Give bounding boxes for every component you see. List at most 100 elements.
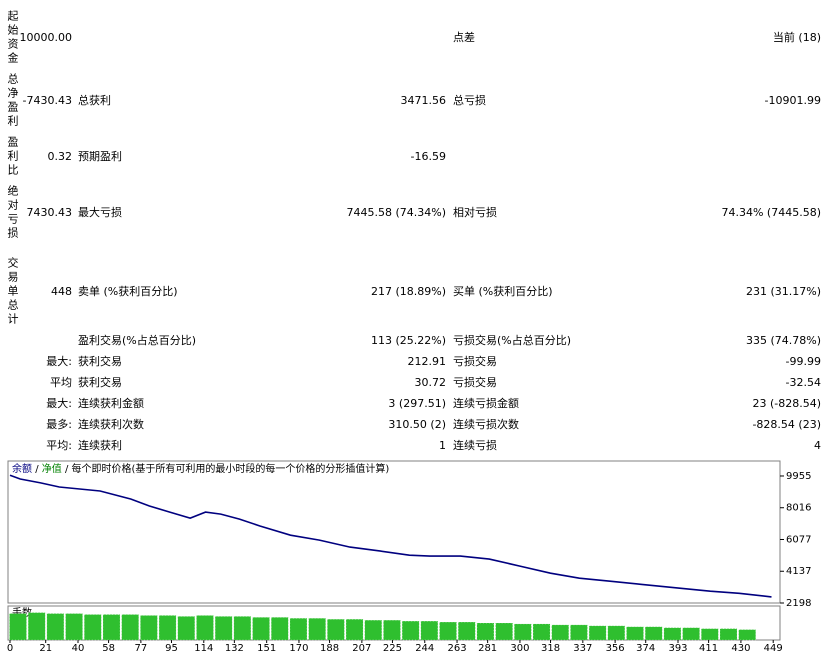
volume-bar <box>252 617 270 641</box>
legend-entry: 每个即时价格(基于所有可利用的最小时段的每一个价格的分形插值计算) <box>72 462 390 475</box>
volume-bar <box>177 616 195 641</box>
x-tick-label: 411 <box>699 643 718 654</box>
row-prefix: 平均: <box>46 439 72 452</box>
volume-bar <box>102 614 121 641</box>
row-prefix: 最多: <box>46 418 72 431</box>
volume-bar <box>532 623 551 641</box>
volume-bar <box>271 617 289 641</box>
legend-entry: 净值 <box>42 462 62 475</box>
volume-bar <box>214 616 233 641</box>
row-value: 217 (18.89%) <box>370 285 446 298</box>
row-label: 相对亏损 <box>453 206 497 219</box>
volume-bar <box>289 618 308 641</box>
section-value: 7430.43 <box>26 206 73 219</box>
row-label: 亏损交易 <box>453 355 497 368</box>
volume-bar <box>588 625 607 641</box>
row-value: 335 (74.78%) <box>745 334 821 347</box>
row-value: 74.34% (7445.58) <box>721 206 821 219</box>
volume-bar <box>233 616 252 641</box>
x-tick-label: 170 <box>289 643 308 654</box>
balance-chart: 9955 8016 6077 4137 2198 0 21 40 58 77 95 114 132 151… <box>7 460 811 654</box>
x-tick-label: 0 <box>7 643 13 654</box>
section-value: 448 <box>51 285 72 298</box>
volume-bar <box>121 614 139 641</box>
x-tick-label: 300 <box>510 643 529 654</box>
row-prefix: 最大: <box>46 397 72 410</box>
row-label: 连续亏损次数 <box>453 418 519 431</box>
row-value: -32.54 <box>785 376 821 389</box>
volume-bar <box>84 614 102 641</box>
x-tick-label: 430 <box>731 643 750 654</box>
volume-bar <box>308 618 326 641</box>
x-tick-label: 77 <box>135 643 148 654</box>
legend-entry: 余额 <box>12 462 32 475</box>
volume-bar <box>27 612 46 641</box>
row-value: 23 (-828.54) <box>752 397 821 410</box>
volume-bar <box>420 620 439 641</box>
volume-bar <box>607 625 626 641</box>
volume-bar <box>682 627 700 641</box>
volume-bar <box>327 619 345 641</box>
legend-separator: / <box>35 464 39 475</box>
x-tick-label: 393 <box>668 643 687 654</box>
volume-bar <box>345 619 364 641</box>
row-label: 买单 (%获利百分比) <box>453 285 553 298</box>
row-value: 7445.58 (74.34%) <box>346 206 446 219</box>
volume-bar <box>738 629 756 641</box>
row-value: 30.72 <box>414 376 447 389</box>
row-label: 盈利交易(%占总百分比) <box>78 334 197 347</box>
row-value: -10901.99 <box>764 94 821 107</box>
volume-bar <box>401 620 420 641</box>
legend-separator: / <box>65 464 69 475</box>
volume-bar <box>626 626 644 641</box>
volume-bar <box>719 628 738 641</box>
section-label: 盈利比 <box>6 136 19 178</box>
row-value: 3471.56 <box>400 94 447 107</box>
x-tick-label: 132 <box>225 643 244 654</box>
row-value: 1 <box>439 439 446 452</box>
row-prefix: 平均 <box>50 376 72 389</box>
row-label: 连续亏损金额 <box>453 397 519 410</box>
volume-bar <box>495 622 513 641</box>
row-value: 212.91 <box>407 355 447 368</box>
volume-bar <box>701 628 719 641</box>
row-prefix: 最大: <box>46 355 72 368</box>
section-label: 交易单总计 <box>6 257 19 327</box>
row-value: -16.59 <box>410 150 446 163</box>
x-tick-label: 40 <box>72 643 85 654</box>
x-tick-label: 58 <box>102 643 115 654</box>
volume-bar <box>383 619 401 641</box>
volume-bar <box>46 613 65 641</box>
volume-bar <box>551 624 569 641</box>
row-label: 亏损交易(%占总百分比) <box>453 334 572 347</box>
section-value: -7430.43 <box>22 94 72 107</box>
x-tick-label: 21 <box>39 643 52 654</box>
row-label: 点差 <box>453 31 475 44</box>
row-label: 连续获利金额 <box>78 397 144 410</box>
volume-bar <box>196 615 214 641</box>
volume-bar <box>476 622 495 641</box>
row-value: 3 (297.51) <box>388 397 446 410</box>
row-value: -99.99 <box>785 355 821 368</box>
volume-bar <box>645 626 663 641</box>
y-tick-label: 2198 <box>786 598 811 609</box>
row-value: 当前 (18) <box>772 31 821 44</box>
x-tick-label: 318 <box>541 643 560 654</box>
row-label: 连续亏损 <box>453 439 497 452</box>
x-tick-label: 263 <box>447 643 466 654</box>
balance-line <box>9 474 772 598</box>
row-label: 总亏损 <box>453 94 486 107</box>
x-tick-label: 337 <box>573 643 592 654</box>
volume-bar <box>514 623 532 641</box>
row-value: -828.54 (23) <box>752 418 821 431</box>
plot-area <box>7 460 781 604</box>
y-tick-label: 8016 <box>786 503 811 514</box>
section-label: 总净盈利 <box>6 73 19 129</box>
row-label: 总获利 <box>78 94 111 107</box>
row-label: 预期盈利 <box>78 150 122 163</box>
section-label: 绝对亏损 <box>6 185 19 241</box>
volume-bar <box>158 615 177 641</box>
section-value: 0.32 <box>47 150 73 163</box>
y-tick-label: 9955 <box>786 471 811 482</box>
